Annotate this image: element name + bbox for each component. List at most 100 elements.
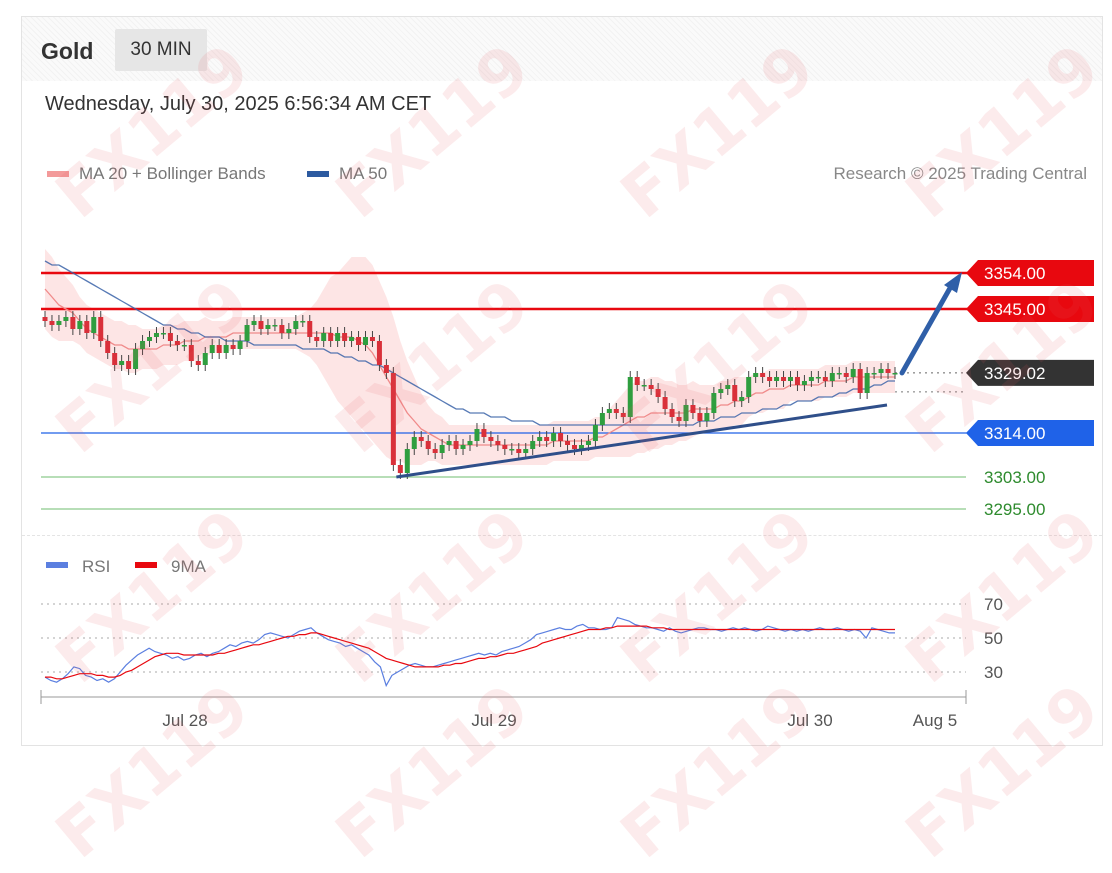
candle-body — [251, 321, 257, 325]
candle-body — [578, 445, 584, 449]
candle-body — [760, 373, 766, 377]
candle-body — [697, 413, 703, 421]
candle-body — [105, 341, 111, 353]
candle-body — [502, 445, 508, 449]
candle-body — [572, 445, 578, 449]
candle-body — [718, 389, 724, 393]
candle-body — [885, 369, 891, 373]
candle-body — [307, 321, 313, 337]
ma50-line — [44, 260, 895, 426]
candle-body — [808, 377, 814, 381]
time-axis-label: Jul 29 — [471, 711, 516, 730]
forecast-arrow-head — [944, 272, 962, 293]
candle-body — [112, 353, 118, 365]
candle-body — [439, 445, 445, 453]
rsi-ma-line — [45, 625, 895, 680]
candle-body — [411, 437, 417, 449]
candle-body — [453, 441, 459, 449]
candle-body — [383, 365, 389, 373]
rsi-ma-swatch — [135, 562, 157, 568]
candle-body — [892, 373, 898, 375]
candle-body — [558, 433, 564, 441]
candle-body — [551, 433, 557, 441]
candle-body — [70, 317, 76, 329]
candle-body — [446, 441, 452, 445]
candle-body — [153, 333, 159, 337]
candle-body — [342, 333, 348, 341]
forecast-arrow-shaft — [899, 278, 957, 376]
candle-body — [801, 381, 807, 385]
legend-ma20: MA 20 + Bollinger Bands — [47, 164, 266, 184]
candle-body — [300, 321, 306, 323]
candle-body — [592, 425, 598, 441]
candle-body — [230, 345, 236, 349]
candle-body — [676, 417, 682, 421]
candle-body — [836, 373, 842, 375]
candle-body — [91, 317, 97, 333]
panel-divider — [22, 535, 1102, 536]
candle-body — [42, 317, 48, 321]
candle-body — [544, 437, 550, 441]
research-credit: Research © 2025 Trading Central — [833, 164, 1088, 183]
legend-ma20-label: MA 20 + Bollinger Bands — [79, 164, 266, 183]
time-axis-label: Jul 28 — [162, 711, 207, 730]
legend-ma50: MA 50 — [307, 164, 387, 184]
candle-body — [474, 429, 480, 441]
candle-body — [794, 377, 800, 385]
candle-body — [188, 345, 194, 361]
candle-body — [167, 333, 173, 341]
candle-body — [328, 333, 334, 341]
price-level-label: 3303.00 — [984, 468, 1045, 487]
candle-body — [774, 377, 780, 381]
rsi-line — [44, 616, 895, 688]
candle-body — [613, 409, 619, 413]
candle-body — [585, 441, 591, 445]
price-level-label: 3354.00 — [984, 264, 1045, 283]
candle-body — [425, 441, 431, 449]
candle-body — [63, 317, 69, 321]
candle-body — [223, 345, 229, 353]
candle-body — [767, 377, 773, 381]
timeframe-badge[interactable]: 30 MIN — [115, 29, 207, 71]
candle-body — [314, 337, 320, 341]
candle-body — [390, 373, 396, 465]
time-axis-label: Jul 30 — [787, 711, 832, 730]
candle-body — [467, 441, 473, 445]
chart-canvas: 3354.00 3345.00 3329.02 3314.00 3303.00 3295.… — [40, 249, 1094, 730]
annotations — [396, 272, 962, 479]
bollinger-band-fill — [45, 249, 895, 465]
instrument-title: Gold — [41, 38, 94, 64]
candle-body — [84, 321, 90, 333]
price-level-tag — [966, 296, 1094, 322]
candle-body — [683, 405, 689, 421]
candle-body — [704, 413, 710, 421]
candle-body — [49, 321, 55, 325]
price-labels: 3354.00 3345.00 3329.02 3314.00 3303.00 3295.… — [966, 260, 1094, 519]
candle-body — [481, 429, 487, 437]
price-level-label: 3295.00 — [984, 500, 1045, 519]
candle-body — [843, 373, 849, 377]
candle-body — [781, 377, 787, 381]
candle-body — [857, 369, 863, 393]
candle-body — [404, 449, 410, 473]
rsi-swatch — [46, 562, 68, 568]
candle-body — [739, 397, 745, 401]
candle-body — [620, 413, 626, 417]
candle-body — [829, 373, 835, 381]
candle-body — [460, 445, 466, 449]
candle-body — [174, 341, 180, 345]
price-level-label: 3314.00 — [984, 424, 1045, 443]
candle-body — [523, 449, 529, 453]
candle-body — [725, 385, 731, 389]
candle-body — [133, 349, 139, 369]
candle-body — [77, 321, 83, 329]
chart-timestamp: Wednesday, July 30, 2025 6:56:34 AM CET — [45, 93, 432, 115]
candle-body — [286, 329, 292, 333]
rsi-axis-label: 50 — [984, 629, 1003, 648]
candle-body — [815, 377, 821, 379]
candle-body — [432, 449, 438, 453]
ma50-swatch — [307, 171, 329, 177]
price-level-tag — [966, 420, 1094, 446]
candle-body — [160, 333, 166, 335]
candle-body — [418, 437, 424, 441]
